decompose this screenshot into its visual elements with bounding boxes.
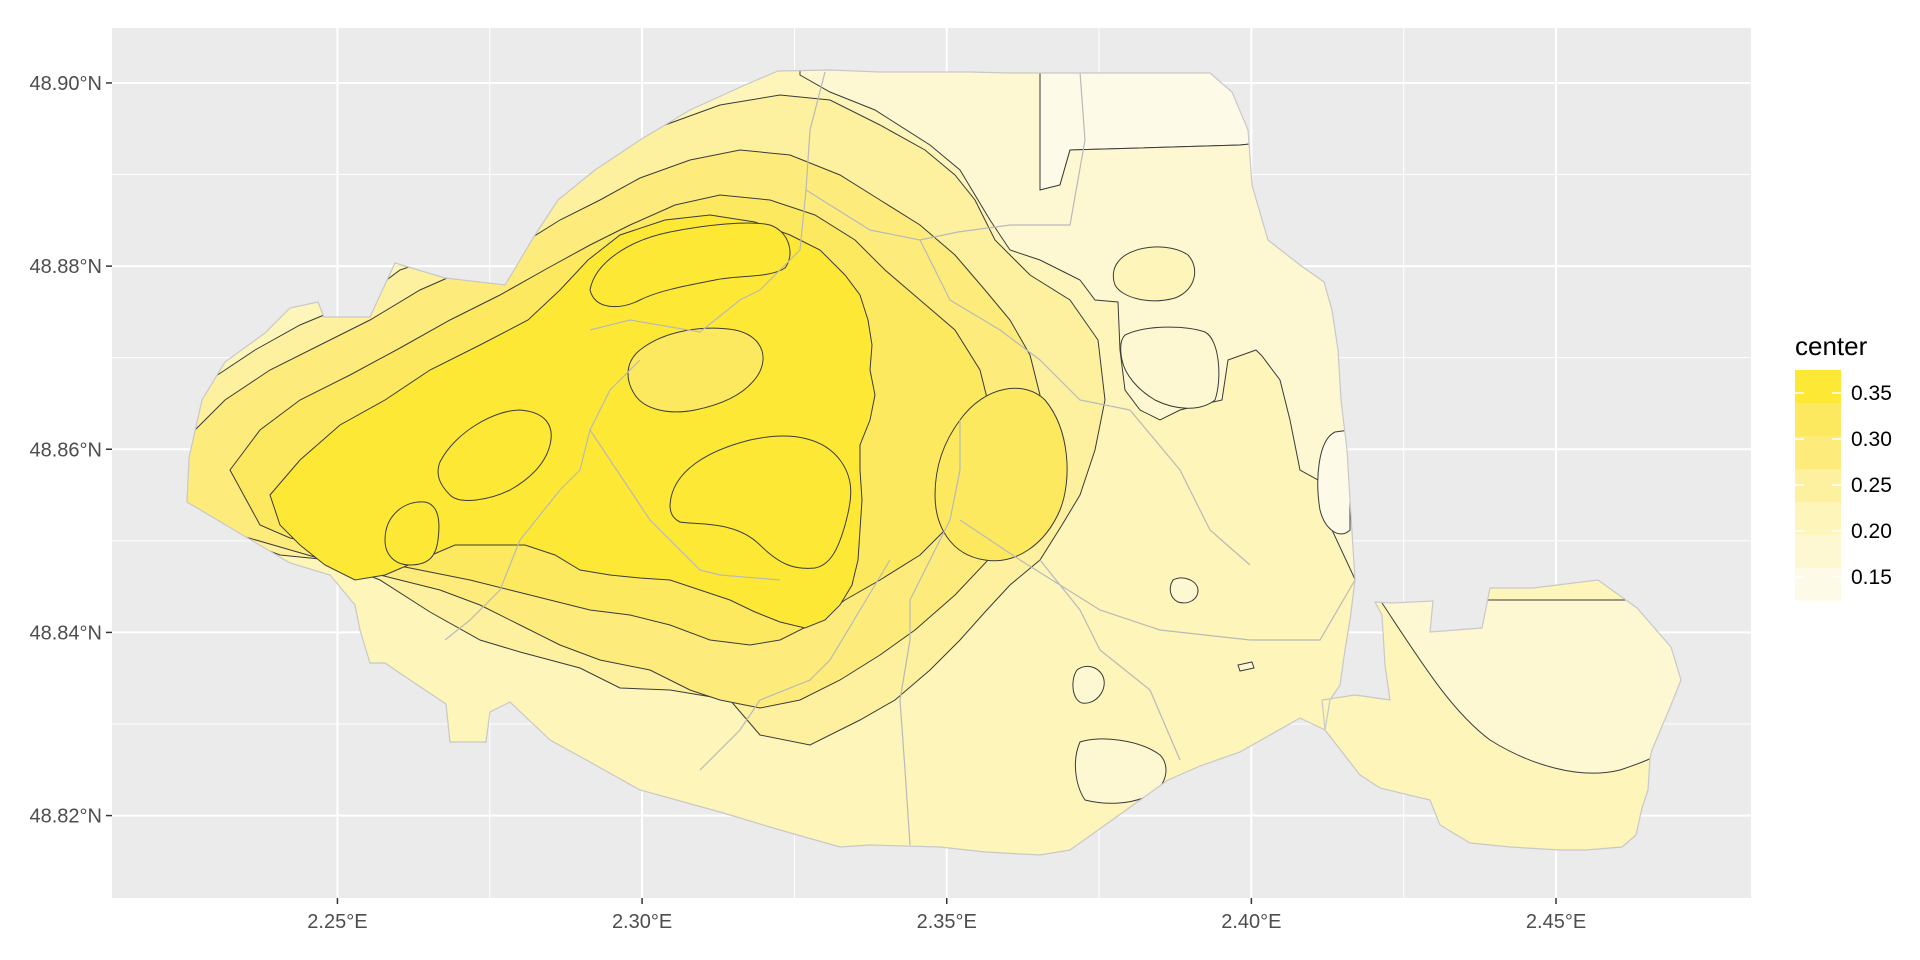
band-level-0.35-west [384, 501, 440, 566]
y-tick-label: 48.88°N [30, 256, 103, 278]
band-level-0.175-east-blob [1120, 326, 1220, 409]
legend-label: 0.15 [1851, 566, 1892, 589]
band-level-0.35-west-2 [437, 409, 552, 501]
band-level-0.15-east-pocket [1317, 429, 1351, 535]
x-tick-label: 2.30°E [612, 911, 672, 933]
legend-color-band [1795, 370, 1841, 404]
legend-color-band [1795, 501, 1841, 535]
paris-boundary [186, 69, 1682, 856]
legend: center 0.35 0.30 0.25 0.20 0.15 [1795, 331, 1892, 601]
y-tick-label: 48.86°N [30, 439, 103, 461]
band-level-0.325-north [589, 222, 791, 308]
band-level-0.35-central [669, 435, 852, 569]
axes: 2.25°E 2.30°E 2.35°E 2.40°E 2.45°E 48.82°N 48.… [30, 73, 1587, 933]
legend-title: center [1795, 331, 1868, 361]
legend-color-band [1795, 435, 1841, 470]
band-level-0.275-inner-island [627, 327, 764, 413]
legend-label: 0.30 [1851, 428, 1892, 451]
legend-color-band [1795, 534, 1841, 568]
legend-color-band [1795, 567, 1841, 601]
legend-label: 0.20 [1851, 520, 1892, 543]
legend-color-band [1795, 402, 1841, 437]
band-level-0.20-east-ellipse [1112, 246, 1196, 302]
legend-label: 0.35 [1851, 382, 1892, 405]
band-level-0.175-south-pocket-1 [1072, 665, 1105, 704]
y-tick-label: 48.90°N [30, 73, 103, 95]
x-tick-label: 2.35°E [917, 911, 977, 933]
y-tick-label: 48.84°N [30, 622, 103, 644]
x-tick-label: 2.45°E [1526, 911, 1586, 933]
x-tick-label: 2.25°E [307, 911, 367, 933]
band-level-0.275-east-hill [934, 387, 1068, 562]
x-tick-label: 2.40°E [1221, 911, 1281, 933]
band-level-0.175-small-dash [1237, 661, 1255, 672]
band-level-0.175-south-pocket-2 [1169, 577, 1199, 604]
street-lines [444, 71, 1356, 846]
y-tick-label: 48.82°N [30, 806, 103, 828]
legend-label: 0.25 [1851, 474, 1892, 497]
